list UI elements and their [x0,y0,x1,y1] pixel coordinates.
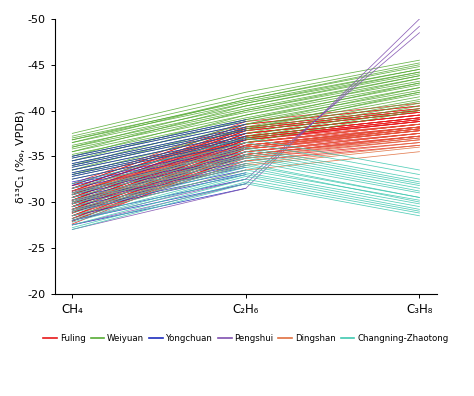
Legend: Fuling, Weiyuan, Yongchuan, Pengshui, Dingshan, Changning-Zhaotong: Fuling, Weiyuan, Yongchuan, Pengshui, Di… [40,331,452,347]
Y-axis label: δ¹³C₁ (‰, VPDB): δ¹³C₁ (‰, VPDB) [15,110,25,203]
